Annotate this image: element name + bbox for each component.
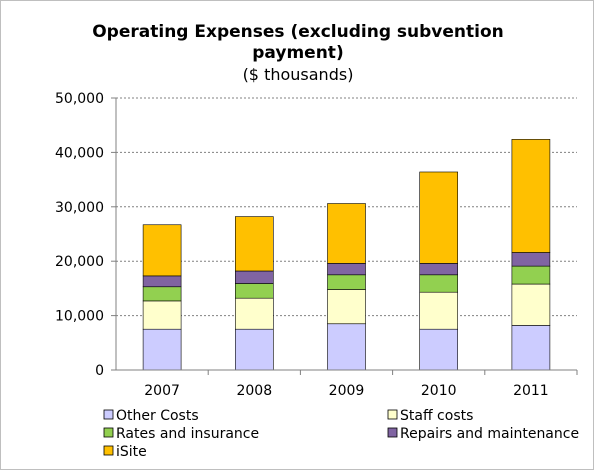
gridlines	[116, 97, 577, 317]
bar-segment-staff-costs-2011	[511, 283, 551, 326]
axes	[111, 97, 578, 375]
y-tick-label: 40,000	[55, 145, 104, 161]
x-tick-label: 2011	[513, 383, 549, 399]
y-tick-label: 10,000	[55, 309, 104, 325]
bar-segment-isite-2009	[327, 203, 366, 264]
bar-segment-other-costs-2011	[511, 325, 551, 371]
bar-segment-staff-costs-2007	[142, 300, 182, 330]
bar-segment-isite-2010	[419, 171, 459, 264]
legend-label: Staff costs	[400, 408, 473, 424]
legend-label: iSite	[116, 444, 147, 460]
bar-segment-isite-2007	[142, 224, 182, 277]
chart-title-line-1: Operating Expenses (excluding subvention	[92, 22, 504, 42]
y-tick-label: 50,000	[55, 91, 104, 107]
bar-segment-isite-2011	[511, 139, 551, 253]
legend: Other Costs Staff costs Rates and insuranc…	[103, 408, 579, 460]
y-tick-label: 20,000	[55, 254, 104, 270]
x-tick-label: 2009	[329, 383, 365, 399]
legend-swatch	[387, 427, 398, 438]
y-tick-label: 0	[95, 363, 104, 379]
bar-segment-other-costs-2009	[327, 323, 366, 371]
x-tick-label: 2010	[421, 383, 457, 399]
legend-swatch	[103, 427, 114, 438]
legend-swatch	[103, 409, 114, 420]
bar-segment-other-costs-2010	[419, 328, 459, 371]
legend-label: Rates and insurance	[116, 426, 259, 442]
bar-segment-staff-costs-2009	[327, 289, 366, 325]
x-tick-label: 2007	[144, 383, 180, 399]
chart-title-line-2: payment)	[252, 43, 343, 63]
bar-segment-other-costs-2007	[142, 328, 182, 371]
bar-segment-isite-2008	[235, 216, 274, 272]
bar-segment-repairs-and-maintenance-2010	[419, 263, 459, 276]
bar-segment-staff-costs-2010	[419, 291, 459, 330]
bar-segment-rates-and-insurance-2009	[327, 274, 366, 290]
y-tick-label: 30,000	[55, 200, 104, 216]
bar-segment-repairs-and-maintenance-2008	[235, 270, 274, 284]
legend-swatch	[387, 409, 398, 420]
bar-segment-rates-and-insurance-2010	[419, 274, 459, 293]
legend-swatch	[103, 445, 114, 456]
legend-label: Repairs and maintenance	[400, 426, 579, 442]
bar-segment-repairs-and-maintenance-2009	[327, 263, 366, 276]
bar-segment-repairs-and-maintenance-2007	[142, 275, 182, 288]
bar-segment-staff-costs-2008	[235, 297, 274, 330]
bar-segment-rates-and-insurance-2008	[235, 283, 274, 299]
bar-segment-rates-and-insurance-2007	[142, 286, 182, 302]
tick-labels: 0 10,000 20,000 30,000 40,000 50,000 2007 2008 2…	[55, 91, 549, 399]
legend-label: Other Costs	[116, 408, 199, 424]
chart-subtitle: ($ thousands)	[243, 65, 354, 84]
x-tick-label: 2008	[236, 383, 272, 399]
bar-segment-repairs-and-maintenance-2011	[511, 252, 551, 267]
bar-segment-other-costs-2008	[235, 328, 274, 371]
bars	[142, 139, 551, 371]
bar-segment-rates-and-insurance-2011	[511, 265, 551, 285]
